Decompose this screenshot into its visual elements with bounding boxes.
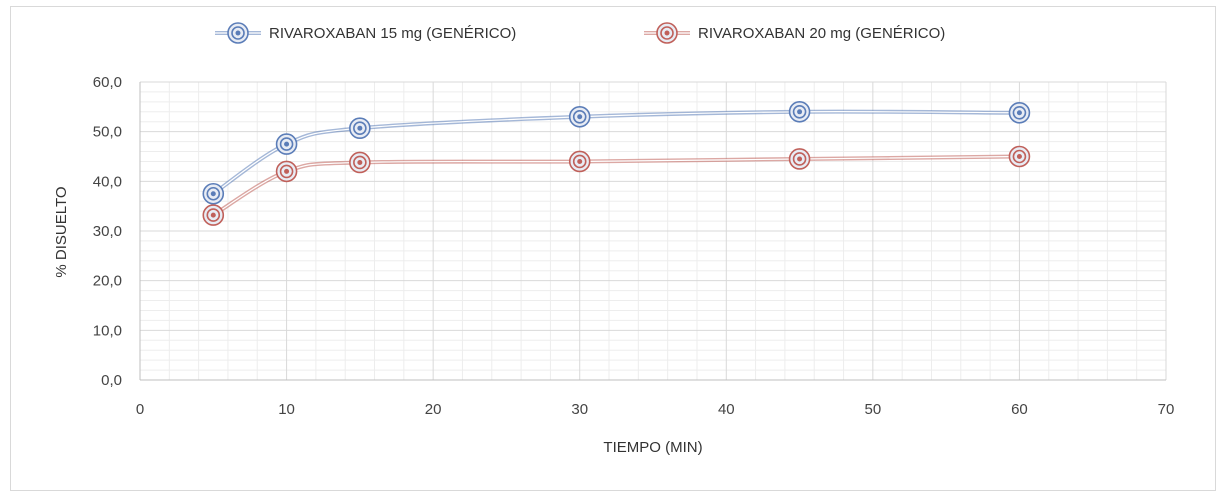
series-layer (202, 101, 1031, 226)
series-1-point-center (357, 125, 363, 131)
series-2-point (202, 204, 225, 226)
series-2-point (568, 150, 591, 173)
y-tick-label: 30,0 (93, 223, 122, 240)
legend: RIVAROXABAN 15 mg (GENÉRICO) RIVAROXABAN … (215, 22, 945, 44)
series-2-point (788, 148, 811, 170)
series-2-point-middle (206, 208, 221, 222)
legend-item-2-marker-center (664, 30, 670, 36)
y-tick-label: 0,0 (101, 372, 122, 389)
y-axis-title: % DISUELTO (53, 186, 70, 277)
legend-item-1-label: RIVAROXABAN 15 mg (GENÉRICO) (269, 25, 516, 42)
series-1-point (349, 117, 371, 139)
x-tick-label: 30 (571, 401, 588, 418)
series-2-point-center (577, 158, 583, 164)
series-2-line-inner (212, 155, 1020, 216)
chart-frame (10, 6, 1216, 491)
series-1-point-center (797, 109, 803, 115)
legend-item-1-marker-middle (231, 26, 245, 40)
series-2-point-middle (1012, 149, 1027, 164)
series-1-point-middle (279, 137, 294, 151)
y-tick-label: 40,0 (93, 173, 122, 190)
series-2-point-middle (353, 155, 367, 170)
legend-item-2-label: RIVAROXABAN 20 mg (GENÉRICO) (698, 25, 945, 42)
x-tick-label: 10 (278, 401, 295, 418)
series-1-point-center (210, 191, 216, 197)
series-1-point (275, 133, 298, 155)
legend-item-2-marker (656, 22, 678, 44)
legend-item-1-marker (227, 22, 249, 44)
series-1-point (1008, 101, 1031, 124)
tick-labels: 0 10 20 30 40 50 60 70 0,0 10,0 20,0 30,0 40,0 50,0 60… (93, 74, 1175, 418)
series-2-point-center (1016, 154, 1022, 159)
series-2-point (275, 160, 298, 183)
series-1-point (568, 105, 591, 128)
series-1-point-middle (792, 105, 807, 119)
series-2-point-center (284, 168, 290, 174)
series-1-point-middle (353, 121, 367, 135)
series-1-point (788, 101, 811, 123)
x-tick-label: 40 (718, 401, 735, 418)
y-tick-label: 60,0 (93, 74, 122, 91)
series-2-point-middle (279, 164, 294, 179)
series-2-point (1008, 145, 1031, 168)
series-2-point-middle (572, 154, 587, 169)
series-1-point-center (1016, 110, 1022, 116)
x-tick-label: 50 (865, 401, 882, 418)
major-gridlines (139, 81, 1167, 381)
legend-item-2: RIVAROXABAN 20 mg (GENÉRICO) (644, 22, 945, 44)
series-1-point-center (284, 141, 290, 147)
series-2-point (349, 151, 371, 174)
series-2-point-center (797, 156, 803, 162)
y-tick-label: 20,0 (93, 273, 122, 290)
series-1-point-middle (206, 186, 221, 201)
x-axis-title: TIEMPO (MIN) (603, 439, 702, 456)
y-tick-label: 50,0 (93, 124, 122, 141)
x-tick-label: 20 (425, 401, 442, 418)
series-2-point-middle (792, 152, 807, 166)
legend-item-1-marker-center (235, 30, 241, 36)
series-2-point-center (357, 159, 363, 165)
series-2-line-outer (212, 154, 1020, 217)
x-tick-label: 60 (1011, 401, 1028, 418)
series-1-point (202, 182, 225, 205)
series-1-point-center (577, 114, 583, 120)
legend-item-1: RIVAROXABAN 15 mg (GENÉRICO) (215, 22, 516, 44)
series-1-point-middle (1012, 105, 1027, 120)
series-1-point-middle (572, 109, 587, 124)
axes (139, 82, 1166, 381)
legend-item-2-marker-middle (660, 26, 674, 40)
series-2-point-center (210, 212, 216, 218)
x-tick-label: 0 (136, 401, 144, 418)
y-tick-label: 10,0 (93, 322, 122, 339)
x-tick-label: 70 (1158, 401, 1175, 418)
